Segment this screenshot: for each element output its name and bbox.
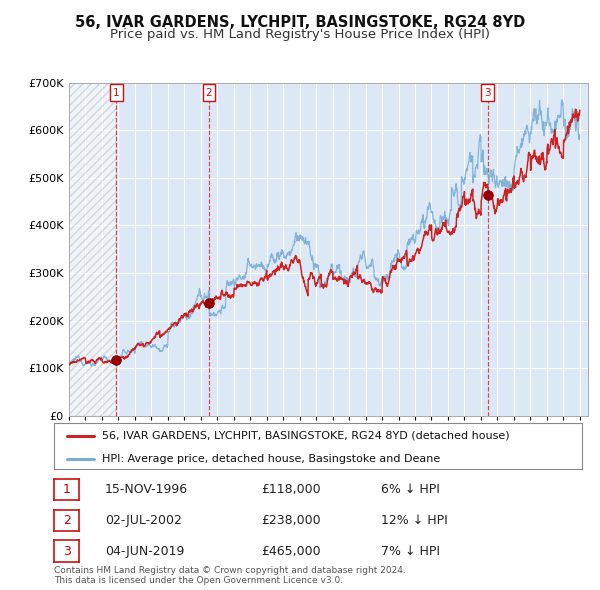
Text: HPI: Average price, detached house, Basingstoke and Deane: HPI: Average price, detached house, Basi… bbox=[101, 454, 440, 464]
Text: 3: 3 bbox=[485, 87, 491, 97]
Text: 7% ↓ HPI: 7% ↓ HPI bbox=[381, 545, 440, 558]
Text: 3: 3 bbox=[62, 545, 71, 558]
Text: 1: 1 bbox=[62, 483, 71, 496]
Text: 02-JUL-2002: 02-JUL-2002 bbox=[105, 514, 182, 527]
Text: 15-NOV-1996: 15-NOV-1996 bbox=[105, 483, 188, 496]
Text: £465,000: £465,000 bbox=[261, 545, 320, 558]
Text: Contains HM Land Registry data © Crown copyright and database right 2024.
This d: Contains HM Land Registry data © Crown c… bbox=[54, 566, 406, 585]
Text: 12% ↓ HPI: 12% ↓ HPI bbox=[381, 514, 448, 527]
Text: 2: 2 bbox=[206, 87, 212, 97]
Text: 56, IVAR GARDENS, LYCHPIT, BASINGSTOKE, RG24 8YD (detached house): 56, IVAR GARDENS, LYCHPIT, BASINGSTOKE, … bbox=[101, 431, 509, 441]
Text: £238,000: £238,000 bbox=[261, 514, 320, 527]
Text: Price paid vs. HM Land Registry's House Price Index (HPI): Price paid vs. HM Land Registry's House … bbox=[110, 28, 490, 41]
Text: 04-JUN-2019: 04-JUN-2019 bbox=[105, 545, 184, 558]
Text: 6% ↓ HPI: 6% ↓ HPI bbox=[381, 483, 440, 496]
Text: £118,000: £118,000 bbox=[261, 483, 320, 496]
Text: 1: 1 bbox=[113, 87, 120, 97]
Text: 2: 2 bbox=[62, 514, 71, 527]
Text: 56, IVAR GARDENS, LYCHPIT, BASINGSTOKE, RG24 8YD: 56, IVAR GARDENS, LYCHPIT, BASINGSTOKE, … bbox=[75, 15, 525, 30]
